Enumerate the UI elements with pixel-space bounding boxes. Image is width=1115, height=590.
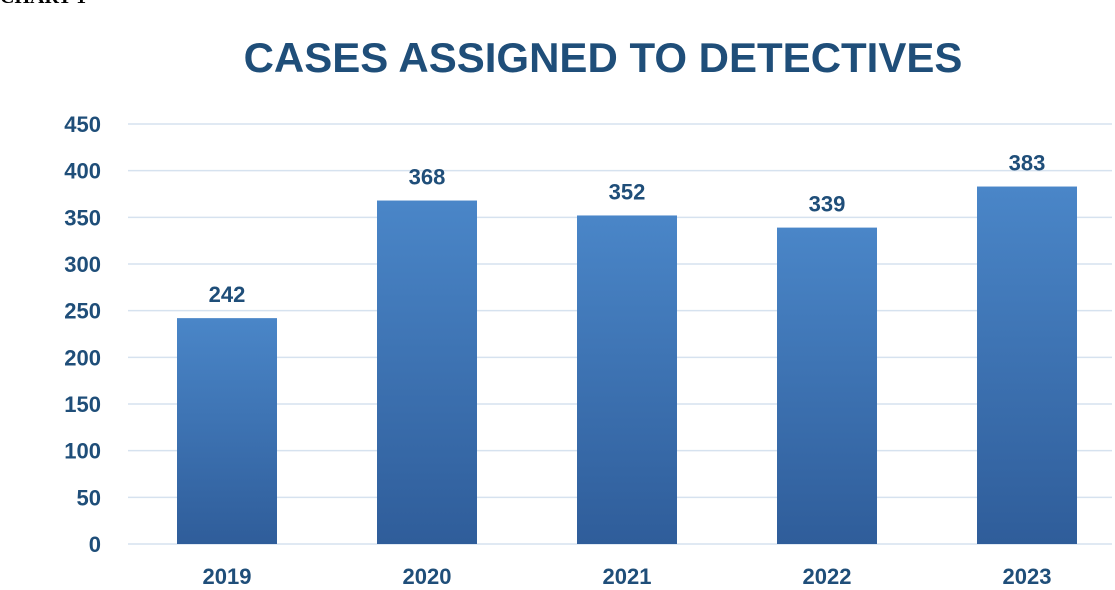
data-label-2023: 383 <box>1009 151 1046 176</box>
bar-2023 <box>977 186 1077 545</box>
y-tick-label: 50 <box>77 485 101 510</box>
x-tick-label-2022: 2022 <box>803 564 852 589</box>
gridlines <box>128 123 1112 545</box>
y-tick-label: 400 <box>64 159 101 184</box>
x-tick-label-2023: 2023 <box>1003 564 1052 589</box>
data-label-2019: 242 <box>209 282 246 307</box>
y-tick-label: 200 <box>64 345 101 370</box>
y-tick-label: 250 <box>64 299 101 324</box>
bar-2019 <box>177 318 277 544</box>
y-tick-label: 450 <box>64 112 101 137</box>
y-tick-label: 300 <box>64 252 101 277</box>
y-tick-label: 350 <box>64 205 101 230</box>
data-label-2021: 352 <box>609 179 646 204</box>
data-label-2020: 368 <box>409 165 446 190</box>
data-labels: 242 368 352 339 383 <box>209 151 1046 308</box>
bar-2020 <box>377 200 477 545</box>
y-tick-label: 0 <box>89 532 101 557</box>
chart-title: CASES ASSIGNED TO DETECTIVES <box>244 34 963 81</box>
y-tick-label: 100 <box>64 439 101 464</box>
y-tick-label: 150 <box>64 392 101 417</box>
x-tick-label-2020: 2020 <box>403 564 452 589</box>
x-tick-label-2021: 2021 <box>603 564 652 589</box>
bar-2022 <box>777 227 877 544</box>
data-label-2022: 339 <box>809 192 846 217</box>
y-axis-ticks: 0 50 100 150 200 250 300 350 400 450 <box>64 112 101 557</box>
x-axis-ticks: 2019 2020 2021 2022 2023 <box>203 564 1052 589</box>
bars <box>177 186 1077 545</box>
page-heading: CHART 1 <box>0 0 86 9</box>
bar-2021 <box>577 215 677 544</box>
x-tick-label-2019: 2019 <box>203 564 252 589</box>
